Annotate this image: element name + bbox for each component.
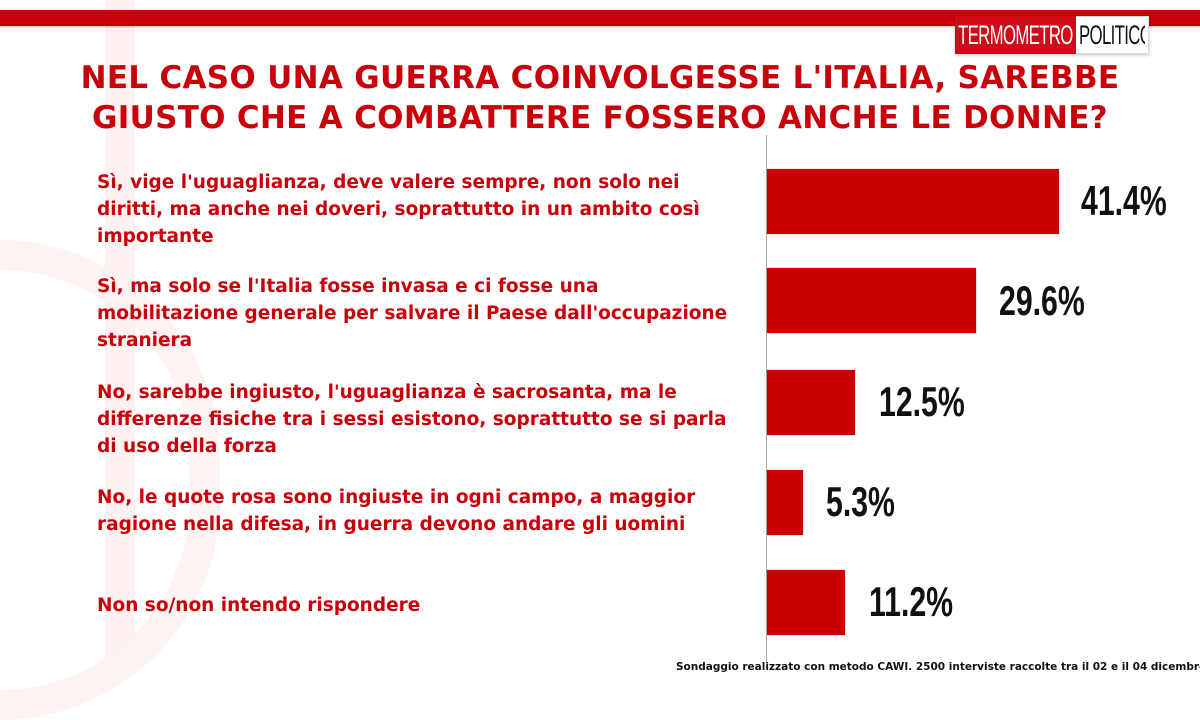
- logo-part-white: POLITICO: [1076, 16, 1149, 54]
- value-label: 11.2%: [869, 578, 954, 625]
- logo-text-termometro: TERMOMETRO: [958, 20, 1073, 50]
- value-label: 12.5%: [879, 378, 965, 425]
- category-label: Sì, vige l'uguaglianza, deve valere semp…: [97, 172, 700, 247]
- chart-title: NEL CASO UNA GUERRA COINVOLGESSE L'ITALI…: [0, 58, 1200, 138]
- logo-text-politico: POLITICO: [1079, 20, 1145, 50]
- bar: [767, 268, 976, 333]
- survey-methodology-note: Sondaggio realizzato con metodo CAWI. 25…: [676, 661, 1200, 673]
- category-axis-line: [766, 135, 767, 662]
- category-label: Sì, ma solo se l'Italia fosse invasa e c…: [97, 276, 728, 351]
- top-red-band: [0, 10, 1200, 26]
- category-label: Non so/non intendo rispondere: [97, 595, 421, 616]
- category-label: No, le quote rosa sono ingiuste in ogni …: [97, 487, 696, 535]
- bar: [767, 169, 1059, 234]
- termometro-politico-logo: TERMOMETRO POLITICO: [955, 16, 1149, 54]
- value-label: 29.6%: [999, 277, 1085, 324]
- chart-title-line-2: GIUSTO CHE A COMBATTERE FOSSERO ANCHE LE…: [92, 100, 1108, 136]
- bar: [767, 570, 845, 635]
- category-label: No, sarebbe ingiusto, l'uguaglianza è sa…: [97, 382, 727, 457]
- chart-title-line-1: NEL CASO UNA GUERRA COINVOLGESSE L'ITALI…: [80, 60, 1120, 96]
- bar: [767, 370, 855, 435]
- logo-part-red: TERMOMETRO: [955, 16, 1076, 54]
- value-label: 41.4%: [1081, 177, 1167, 224]
- value-label: 5.3%: [826, 478, 895, 525]
- bar: [767, 470, 803, 535]
